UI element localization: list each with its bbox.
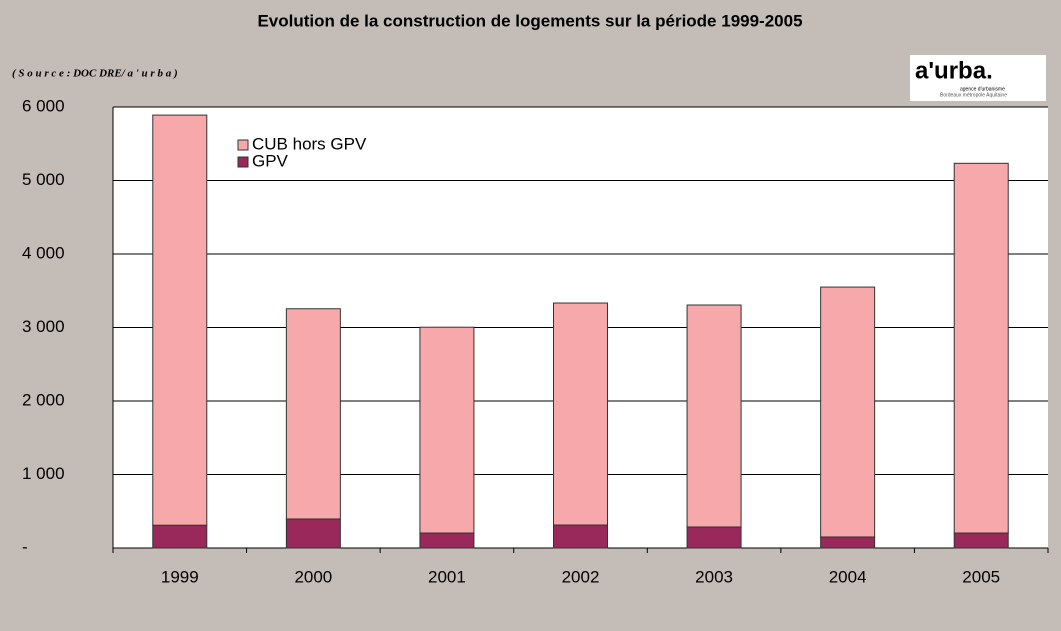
bar-segment xyxy=(285,518,341,549)
legend-swatch xyxy=(237,139,249,151)
x-tick-label: 2002 xyxy=(562,567,600,586)
bar-segment xyxy=(686,526,742,549)
bar-segment xyxy=(553,524,608,549)
legend-label: GPV xyxy=(252,151,289,170)
y-tick-label: 6 000 xyxy=(22,96,65,115)
bar-segment xyxy=(419,326,475,534)
y-tick-label: 1 000 xyxy=(22,464,65,483)
x-tick-label: 2003 xyxy=(695,567,733,586)
source: ( S o u r c e : DOC DRE/ a ' u r b a ) xyxy=(12,68,178,80)
y-tick-label: - xyxy=(22,537,28,556)
x-tick-label: 2001 xyxy=(428,567,466,586)
bar-segment xyxy=(953,162,1009,534)
y-tick-label: 4 000 xyxy=(22,243,65,262)
legend-label: CUB hors GPV xyxy=(252,134,367,153)
bar-segment xyxy=(553,302,608,526)
legend-swatch xyxy=(237,156,249,168)
x-tick-label: 1999 xyxy=(161,567,199,586)
bar-segment xyxy=(152,114,208,526)
bar-segment xyxy=(419,532,475,549)
y-tick-label: 2 000 xyxy=(22,390,65,409)
logo: a'urba. xyxy=(915,57,993,84)
logo-box xyxy=(910,55,1046,101)
x-tick-label: 2000 xyxy=(294,567,332,586)
bar-segment xyxy=(953,532,1009,549)
bar-segment xyxy=(686,304,742,528)
chart-title: Evolution de la construction de logement… xyxy=(257,11,802,30)
bar-segment xyxy=(285,308,341,520)
logo-line: agence d'urbanisme xyxy=(960,86,1005,92)
y-tick-label: 3 000 xyxy=(22,317,65,336)
y-tick-label: 5 000 xyxy=(22,170,65,189)
logo-line: Bordeaux métropole Aquitaine xyxy=(940,92,1007,98)
x-tick-label: 2005 xyxy=(962,567,1000,586)
bar-segment xyxy=(820,286,876,538)
bar-segment xyxy=(152,524,208,549)
bar-segment xyxy=(820,536,876,549)
x-tick-label: 2004 xyxy=(829,567,867,586)
